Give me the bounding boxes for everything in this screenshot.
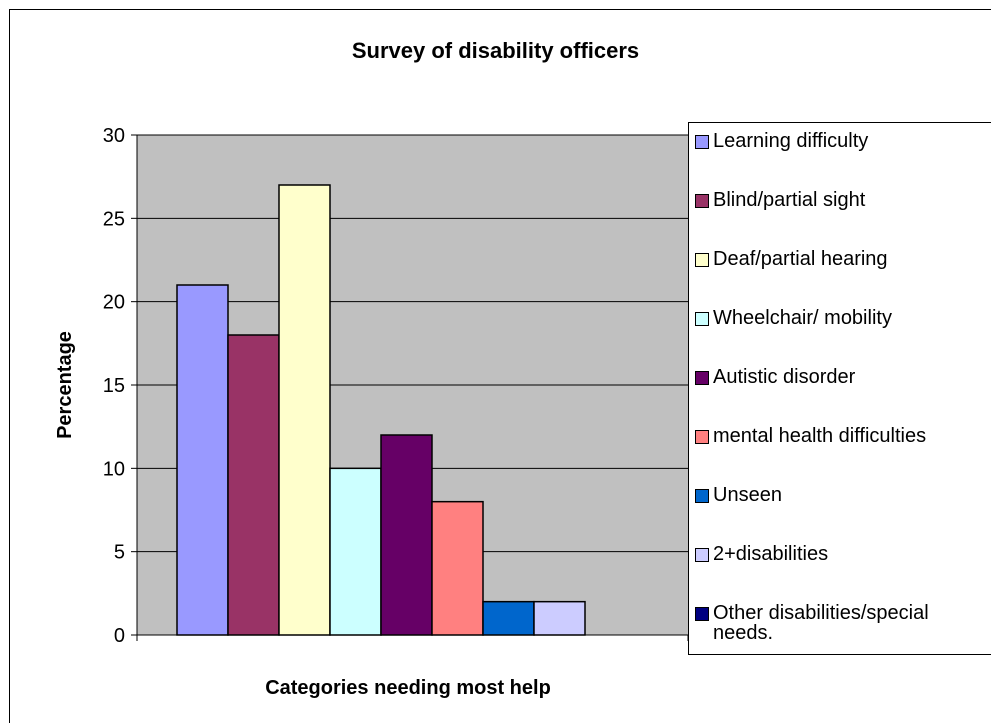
legend-swatch: [695, 312, 709, 326]
legend-item: Blind/partial sight: [695, 190, 865, 210]
x-axis-title: Categories needing most help: [265, 677, 551, 699]
legend-label: Learning difficulty: [713, 130, 869, 152]
legend-swatch: [695, 548, 709, 562]
legend-label: Blind/partial sight: [713, 189, 866, 211]
y-tick-label: 10: [103, 458, 125, 480]
y-tick-label: 25: [103, 208, 125, 230]
legend-item: Autistic disorder: [695, 367, 855, 387]
legend-label: Autistic disorder: [713, 366, 856, 388]
bar: [380, 434, 433, 636]
bar: [533, 600, 586, 636]
bar: [329, 467, 382, 636]
legend-item: Unseen: [695, 485, 782, 505]
legend-item: mental health difficulties: [695, 426, 926, 446]
y-tick-label: 0: [114, 625, 125, 647]
legend-item: 2+disabilities: [695, 544, 828, 564]
legend-item: Deaf/partial hearing: [695, 249, 888, 269]
bar: [482, 600, 535, 636]
y-axis-title: Percentage: [54, 331, 76, 439]
y-tick-label: 30: [103, 125, 125, 147]
chart-frame: [9, 9, 991, 723]
legend-label: Wheelchair/ mobility: [713, 307, 892, 329]
legend-item: Wheelchair/ mobility: [695, 308, 892, 328]
y-tick-labels: 0 5 10 15 20 25 30: [103, 125, 137, 647]
legend: Learning difficulty Blind/partial sight De…: [688, 122, 991, 655]
bars: [176, 184, 586, 636]
legend-swatch: [695, 135, 709, 149]
y-tick-label: 5: [114, 542, 125, 564]
legend-label: mental health difficulties: [713, 425, 927, 447]
legend-item: Learning difficulty: [695, 131, 868, 151]
legend-swatch: [695, 430, 709, 444]
legend-swatch: [695, 194, 709, 208]
legend-swatch: [695, 489, 709, 503]
y-tick-label: 15: [103, 375, 125, 397]
bar: [278, 184, 331, 636]
legend-label: 2+disabilities: [713, 543, 829, 565]
legend-label: Other disabilities/special needs.: [713, 602, 929, 644]
legend-swatch: [695, 607, 709, 621]
chart-title: Survey of disability officers: [351, 38, 640, 63]
legend-label: Unseen: [713, 484, 782, 506]
bar: [176, 284, 229, 636]
legend-label: Deaf/partial hearing: [713, 248, 888, 270]
y-tick-label: 20: [103, 292, 125, 314]
legend-item: Other disabilities/special needs.: [695, 603, 929, 643]
legend-swatch: [695, 253, 709, 267]
bar: [227, 334, 280, 636]
legend-swatch: [695, 371, 709, 385]
bar: [431, 500, 484, 636]
